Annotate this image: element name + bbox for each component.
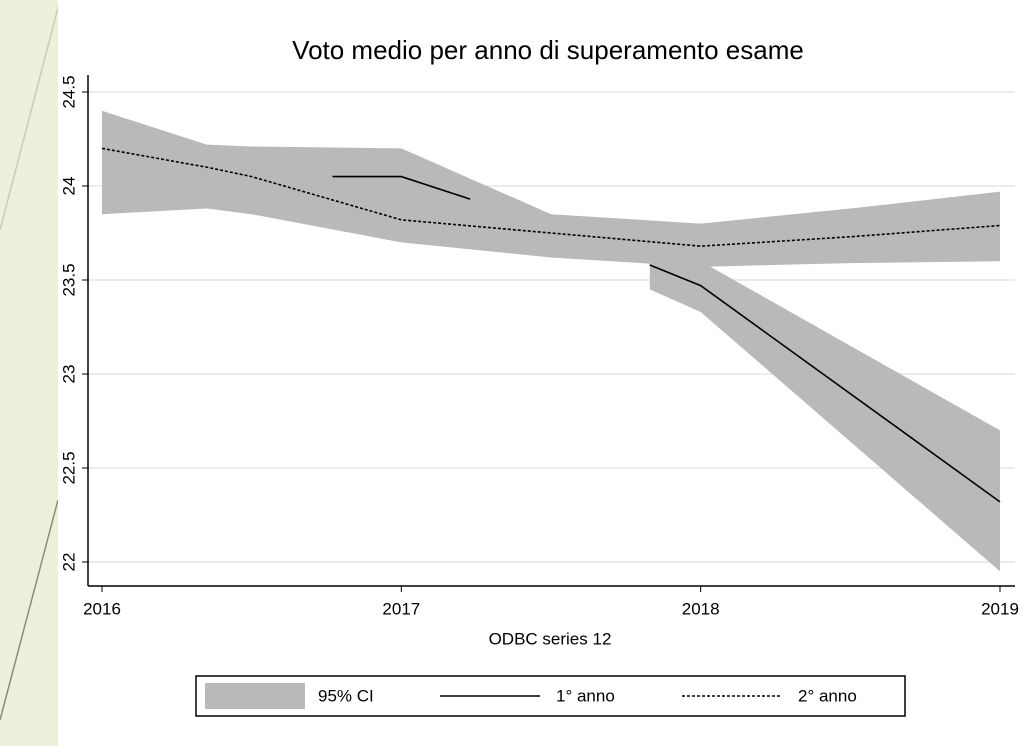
decoration	[0, 499, 59, 721]
x-tick-label: 2019	[981, 599, 1019, 618]
y-tick-label: 22	[59, 553, 78, 572]
legend	[195, 675, 906, 717]
x-tick-label: 2018	[682, 599, 720, 618]
y-tick-label: 23.5	[59, 263, 78, 296]
y-tick-label: 24	[59, 177, 78, 196]
legend-label: 1° anno	[556, 686, 615, 705]
x-tick-label: 2016	[83, 599, 121, 618]
y-tick-label: 24.5	[59, 75, 78, 108]
legend-label: 2° anno	[798, 686, 857, 705]
y-tick-label: 23	[59, 365, 78, 384]
series-line	[332, 175, 471, 200]
slide-margin	[0, 0, 58, 746]
series-line	[649, 264, 1001, 503]
ci-band	[102, 110, 1000, 267]
chart-title: Voto medio per anno di superamento esame	[292, 35, 804, 65]
plot-area	[88, 91, 1015, 572]
legend-swatch	[205, 683, 305, 709]
x-axis-label: ODBC series 12	[489, 629, 612, 648]
decoration	[0, 0, 61, 231]
y-tick-label: 22.5	[59, 451, 78, 484]
legend-label: 95% CI	[318, 686, 374, 705]
x-tick-label: 2017	[382, 599, 420, 618]
ci-band	[649, 238, 1000, 572]
